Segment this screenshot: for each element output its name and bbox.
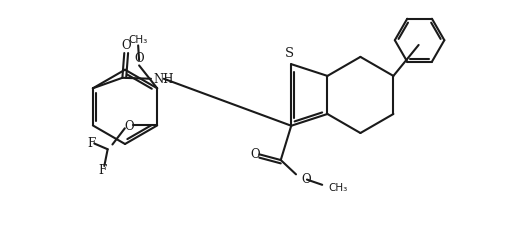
Text: O: O	[134, 51, 144, 64]
Text: S: S	[285, 47, 294, 60]
Text: F: F	[87, 136, 95, 149]
Text: CH₃: CH₃	[328, 182, 347, 192]
Text: O: O	[125, 119, 134, 132]
Text: O: O	[121, 38, 131, 52]
Text: O: O	[302, 172, 311, 185]
Text: O: O	[250, 147, 260, 160]
Text: F: F	[99, 163, 107, 176]
Text: NH: NH	[154, 73, 174, 86]
Text: CH₃: CH₃	[129, 35, 148, 45]
